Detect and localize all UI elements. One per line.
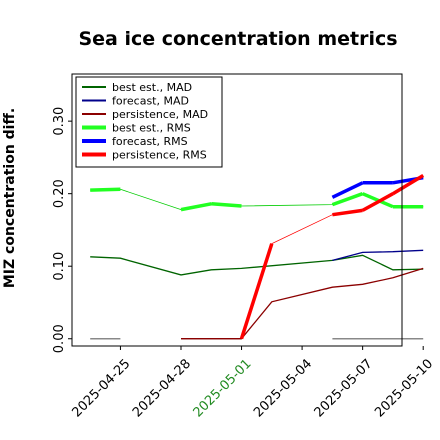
series-5-segment-2: [239, 243, 274, 340]
legend-label-4: forecast, RMS: [112, 135, 188, 148]
legend-label-0: best est., MAD: [112, 81, 192, 94]
chart-title: Sea ice concentration metrics: [78, 28, 397, 50]
legend-box: [75, 76, 223, 168]
legend-label-3: best est., RMS: [112, 122, 191, 135]
series-5-segment-6: [391, 173, 425, 196]
series-3-segment-5: [331, 192, 364, 207]
series-3-segment-2: [180, 202, 212, 212]
axes-frame: [71, 73, 403, 347]
series-5-segment-4: [332, 208, 363, 217]
series-line-2: [181, 267, 424, 340]
y-tick-label-0: 0.00: [52, 324, 67, 353]
y-tick-label-2: 0.20: [52, 179, 67, 208]
y-tick-label-1: 0.10: [52, 252, 67, 281]
y-tick-label-3: 0.30: [52, 107, 67, 136]
y-axis-label: MIZ concentration diff.: [2, 108, 18, 288]
series-4-segment-0: [331, 181, 364, 199]
series-5-segment-5: [361, 192, 394, 212]
plot-area: [90, 173, 425, 340]
legend-label-1: forecast, MAD: [112, 95, 189, 108]
legend-label-5: persistence, RMS: [112, 149, 207, 162]
series-3-segment-3: [211, 202, 242, 208]
series-3-segment-0: [90, 187, 121, 192]
series-line-1: [332, 249, 424, 262]
legend-label-2: persistence, MAD: [112, 108, 208, 121]
series-line-0: [90, 254, 424, 276]
